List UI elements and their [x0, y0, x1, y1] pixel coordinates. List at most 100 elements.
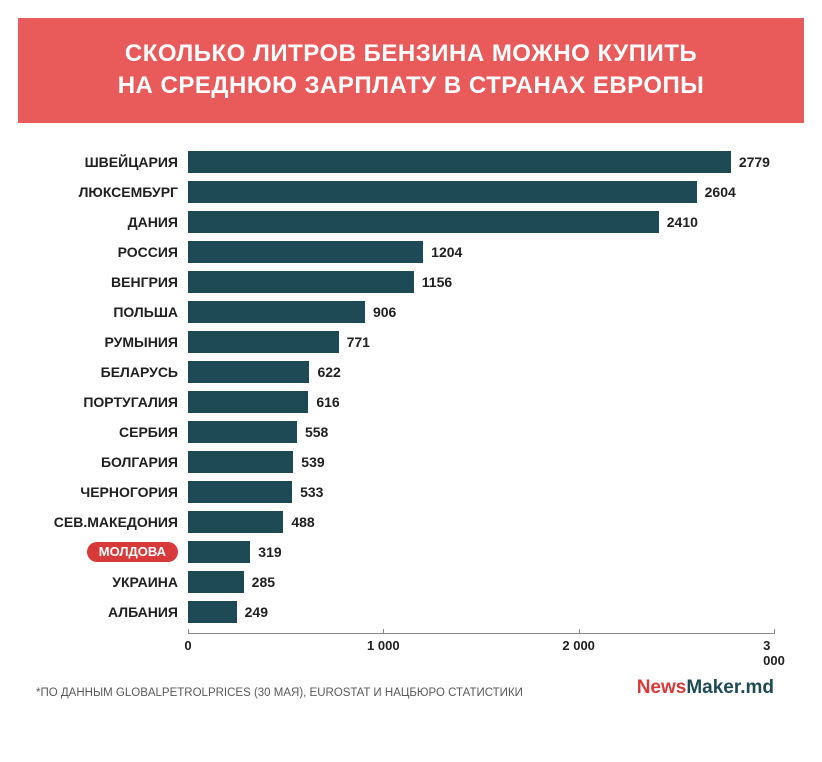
- country-label: ЧЕРНОГОРИЯ: [28, 484, 188, 500]
- axis-tick-label: 0: [184, 638, 191, 653]
- bar: [188, 181, 697, 203]
- bar: [188, 361, 309, 383]
- country-label: РОССИЯ: [28, 244, 188, 260]
- bar-area: 2779: [188, 147, 774, 177]
- country-label: СЕВ.МАКЕДОНИЯ: [28, 514, 188, 530]
- country-label: ВЕНГРИЯ: [28, 274, 188, 290]
- bar-row: БОЛГАРИЯ 539: [28, 447, 774, 477]
- axis-tick: [579, 629, 580, 634]
- bar-area: 616: [188, 387, 774, 417]
- bar-area: 285: [188, 567, 774, 597]
- axis-tick-label: 2 000: [562, 638, 595, 653]
- bar-row: ПОРТУГАЛИЯ 616: [28, 387, 774, 417]
- country-label: СЕРБИЯ: [28, 424, 188, 440]
- bar-area: 2604: [188, 177, 774, 207]
- bar-value: 771: [347, 334, 370, 350]
- title-bar: СКОЛЬКО ЛИТРОВ БЕНЗИНА МОЖНО КУПИТЬ НА С…: [18, 18, 804, 123]
- bar-value: 539: [301, 454, 324, 470]
- bar-value: 1204: [431, 244, 462, 260]
- country-label: БОЛГАРИЯ: [28, 454, 188, 470]
- country-label: МОЛДОВА: [28, 542, 188, 562]
- bar-value: 285: [252, 574, 275, 590]
- axis-spacer: [28, 633, 188, 657]
- bar-row: РОССИЯ 1204: [28, 237, 774, 267]
- bar-value: 2604: [705, 184, 736, 200]
- country-label: ЛЮКСЕМБУРГ: [28, 184, 188, 200]
- bar-value: 533: [300, 484, 323, 500]
- bar-value: 249: [245, 604, 268, 620]
- bar-row: ВЕНГРИЯ 1156: [28, 267, 774, 297]
- bar-area: 319: [188, 537, 774, 567]
- bar: [188, 451, 293, 473]
- bar-row: ЧЕРНОГОРИЯ 533: [28, 477, 774, 507]
- bar-area: 539: [188, 447, 774, 477]
- bar: [188, 541, 250, 563]
- bar-row: СЕРБИЯ558: [28, 417, 774, 447]
- bar-area: 488: [188, 507, 774, 537]
- x-axis: 01 0002 0003 000: [28, 633, 774, 657]
- bar-row: РУМЫНИЯ 771: [28, 327, 774, 357]
- bar-area: 771: [188, 327, 774, 357]
- bar-row: БЕЛАРУСЬ 622: [28, 357, 774, 387]
- bar-value: 906: [373, 304, 396, 320]
- bar: [188, 301, 365, 323]
- axis-track: 01 0002 0003 000: [188, 633, 774, 657]
- bar: [188, 511, 283, 533]
- bar-value: 488: [291, 514, 314, 530]
- axis-tick-label: 3 000: [763, 638, 785, 668]
- bar-area: 1156: [188, 267, 774, 297]
- bar: [188, 151, 731, 173]
- bar-value: 2410: [667, 214, 698, 230]
- country-label: ПОЛЬША: [28, 304, 188, 320]
- footer: *ПО ДАННЫМ GLOBALPETROLPRICES (30 МАЯ), …: [18, 667, 804, 699]
- bar-value: 622: [317, 364, 340, 380]
- bar-area: 1204: [188, 237, 774, 267]
- country-label: РУМЫНИЯ: [28, 334, 188, 350]
- country-label: АЛБАНИЯ: [28, 604, 188, 620]
- country-label: УКРАИНА: [28, 574, 188, 590]
- bar: [188, 481, 292, 503]
- country-label: ШВЕЙЦАРИЯ: [28, 154, 188, 170]
- axis-tick: [188, 629, 189, 634]
- bar-area: 2410: [188, 207, 774, 237]
- bar-area: 558: [188, 417, 774, 447]
- bar-value: 2779: [739, 154, 770, 170]
- bar: [188, 601, 237, 623]
- country-label: ПОРТУГАЛИЯ: [28, 394, 188, 410]
- bar: [188, 211, 659, 233]
- bar: [188, 421, 297, 443]
- bars-container: ШВЕЙЦАРИЯ 2779 ЛЮКСЕМБУРГ 2604 ДАНИЯ 2410 РОСС…: [28, 147, 774, 627]
- axis-tick-label: 1 000: [367, 638, 400, 653]
- title-line-1: СКОЛЬКО ЛИТРОВ БЕНЗИНА МОЖНО КУПИТЬ: [38, 38, 784, 70]
- bar-row: АЛБАНИЯ 249: [28, 597, 774, 627]
- bar-area: 533: [188, 477, 774, 507]
- bar: [188, 331, 339, 353]
- bar-area: 906: [188, 297, 774, 327]
- bar-row: ПОЛЬША 906: [28, 297, 774, 327]
- country-label: ДАНИЯ: [28, 214, 188, 230]
- bar-value: 319: [258, 544, 281, 560]
- bar-area: 249: [188, 597, 774, 627]
- chart: ШВЕЙЦАРИЯ 2779 ЛЮКСЕМБУРГ 2604 ДАНИЯ 2410 РОСС…: [18, 123, 804, 667]
- axis-tick: [383, 629, 384, 634]
- bar-row: ДАНИЯ 2410: [28, 207, 774, 237]
- brand-part-b: Maker.md: [686, 677, 774, 698]
- bar-row: УКРАИНА 285: [28, 567, 774, 597]
- infographic-card: СКОЛЬКО ЛИТРОВ БЕНЗИНА МОЖНО КУПИТЬ НА С…: [0, 0, 822, 717]
- bar-row: СЕВ.МАКЕДОНИЯ 488: [28, 507, 774, 537]
- bar-value: 1156: [422, 274, 452, 290]
- brand: NewsMaker.md: [637, 677, 774, 699]
- bar-row: ШВЕЙЦАРИЯ 2779: [28, 147, 774, 177]
- bar: [188, 271, 414, 293]
- bar-row: МОЛДОВА 319: [28, 537, 774, 567]
- bar-value: 616: [316, 394, 339, 410]
- title-line-2: НА СРЕДНЮЮ ЗАРПЛАТУ В СТРАНАХ ЕВРОПЫ: [38, 70, 784, 102]
- bar: [188, 241, 423, 263]
- bar: [188, 391, 308, 413]
- source-text: *ПО ДАННЫМ GLOBALPETROLPRICES (30 МАЯ), …: [36, 687, 523, 699]
- axis-tick: [774, 629, 775, 634]
- country-label: БЕЛАРУСЬ: [28, 364, 188, 380]
- bar-area: 622: [188, 357, 774, 387]
- bar-row: ЛЮКСЕМБУРГ 2604: [28, 177, 774, 207]
- brand-part-a: News: [637, 677, 687, 698]
